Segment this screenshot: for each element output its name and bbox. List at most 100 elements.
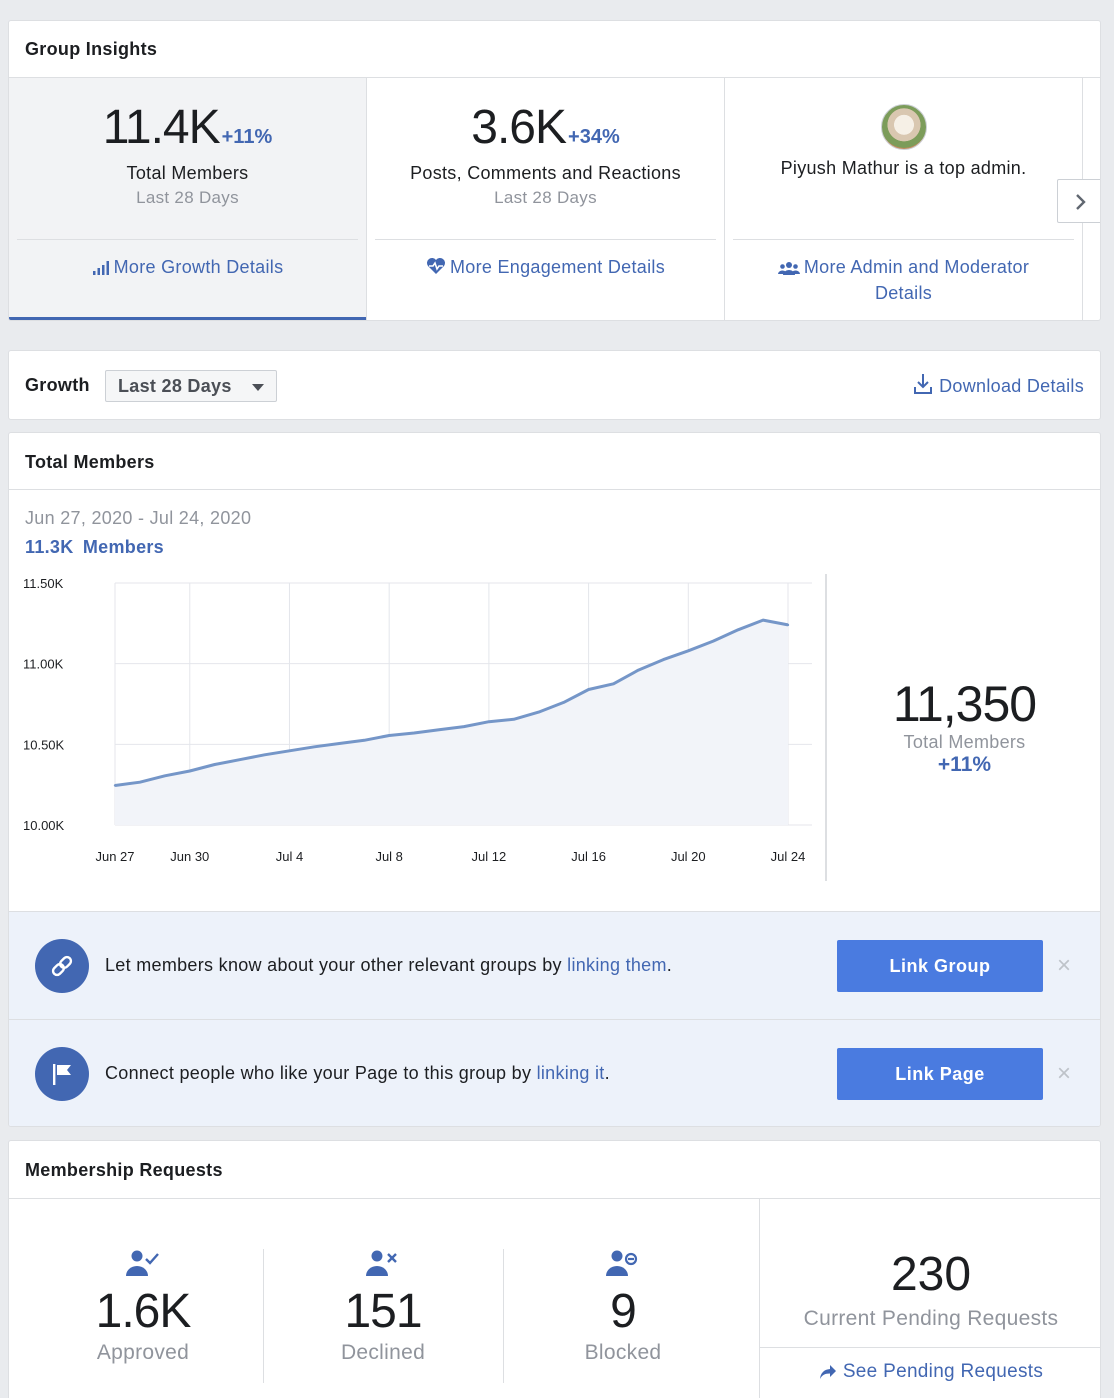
data-point	[363, 739, 366, 742]
link-page-text: Connect people who like your Page to thi…	[105, 1063, 610, 1084]
link-group-button[interactable]: Link Group	[837, 940, 1043, 992]
summary-label: Total Members	[903, 732, 1026, 752]
data-point	[138, 781, 142, 784]
y-tick-label: 11.50K	[23, 576, 64, 591]
admin-avatar	[880, 104, 927, 150]
data-point	[687, 649, 690, 652]
more-engagement-details-link[interactable]: More Engagement Details	[367, 254, 724, 280]
members-line-chart: 10.00K 10.50K 11.00K 11.50K Jun 27 Jun 30 Jul …	[23, 576, 812, 864]
data-point	[462, 725, 466, 728]
data-point	[263, 753, 266, 757]
x-tick-label: Jun 27	[95, 849, 134, 864]
requests-title: Membership Requests	[25, 1160, 223, 1180]
data-point	[637, 668, 640, 672]
x-tick-label: Jul 12	[472, 849, 507, 864]
data-point	[712, 639, 715, 643]
member-count-unit: Members	[82, 537, 164, 557]
data-point	[163, 774, 167, 777]
download-details-link[interactable]: Download Details	[913, 373, 1084, 397]
x-tick-label: Jul 20	[671, 849, 706, 864]
linking-them-link[interactable]: linking them	[567, 955, 667, 975]
flag-icon	[35, 1047, 89, 1101]
promo-suffix: .	[604, 1063, 610, 1083]
y-tick-label: 10.50K	[23, 737, 65, 752]
members-area	[115, 620, 788, 825]
person-check-icon	[126, 1250, 159, 1276]
total-members-title: Total Members	[25, 452, 155, 472]
link-page-promo: Connect people who like your Page to thi…	[9, 1019, 1100, 1126]
data-point	[562, 701, 565, 704]
see-pending-label: See Pending Requests	[842, 1361, 1044, 1382]
link-group-text: Let members know about your other releva…	[105, 955, 672, 976]
chevron-right-icon	[1076, 194, 1086, 210]
tile-divider	[375, 239, 716, 240]
close-icon[interactable]: ×	[1057, 952, 1072, 979]
data-point	[487, 720, 491, 723]
stat-divider	[263, 1249, 264, 1383]
summary-value: 11,350	[892, 676, 1037, 732]
person-blocked-icon	[606, 1250, 638, 1276]
growth-label: Growth	[25, 375, 90, 395]
y-tick-label: 11.00K	[23, 657, 64, 672]
tile-total-members[interactable]: 11.4K +11% Total Members Last 28 Days Mor…	[9, 78, 367, 320]
download-icon	[914, 374, 933, 394]
close-icon[interactable]: ×	[1057, 1060, 1072, 1087]
total-members-header: Total Members	[9, 433, 1100, 490]
data-point	[338, 742, 341, 745]
data-point	[238, 758, 241, 761]
tile-label: Posts, Comments and Reactions	[410, 163, 681, 183]
tile-engagement[interactable]: 3.6K +34% Posts, Comments and Reactions L…	[367, 78, 725, 320]
tile-label: Total Members	[126, 163, 249, 183]
tile-admins[interactable]: Piyush Mathur is a top admin. More Admin…	[725, 78, 1083, 320]
x-tick-label: Jun 30	[170, 849, 209, 864]
share-arrow-icon	[819, 1365, 836, 1379]
more-growth-details-link[interactable]: More Growth Details	[9, 254, 366, 280]
link-group-promo: Let members know about your other releva…	[9, 911, 1100, 1019]
period-dropdown[interactable]: Last 28 Days	[105, 370, 277, 402]
tile-divider	[17, 239, 358, 240]
more-growth-label: More Growth Details	[113, 257, 284, 277]
engagement-change: +34%	[568, 126, 620, 148]
stat-divider	[503, 1249, 504, 1383]
pending-label: Current Pending Requests	[803, 1307, 1059, 1330]
person-x-icon	[366, 1250, 397, 1276]
insights-title: Group Insights	[25, 39, 158, 59]
x-tick-label: Jul 8	[375, 849, 402, 864]
requests-header: Membership Requests	[9, 1141, 1100, 1199]
data-point	[736, 628, 740, 631]
x-tick-label: Jul 24	[771, 849, 806, 864]
group-insights-card: Group Insights 11.4K +11% Total Members L…	[8, 20, 1101, 321]
see-pending-requests-link[interactable]: See Pending Requests	[760, 1361, 1100, 1383]
heart-pulse-icon	[426, 258, 445, 274]
tile-value: 3.6K +34%	[367, 100, 724, 155]
data-point	[587, 688, 590, 691]
total-members-change: +11%	[221, 126, 273, 148]
data-point	[512, 718, 516, 721]
data-point	[437, 728, 441, 732]
data-point	[288, 749, 291, 752]
member-count-value: 11.3K	[25, 537, 74, 557]
linking-it-link[interactable]: linking it	[536, 1063, 605, 1083]
members-summary: 11,350 Total Members +11%	[827, 676, 1100, 777]
period-selected: Last 28 Days	[118, 376, 232, 396]
next-tiles-button[interactable]	[1057, 179, 1100, 223]
bar-chart-icon	[92, 261, 109, 275]
link-page-button[interactable]: Link Page	[837, 1048, 1043, 1100]
blocked-stat: 9 Blocked	[503, 1249, 743, 1383]
more-admin-details-link[interactable]: More Admin and Moderator Details	[725, 254, 1082, 306]
people-icon	[777, 262, 800, 275]
growth-toolbar: Growth Last 28 Days Download Details	[8, 350, 1101, 420]
members-series-line	[114, 618, 789, 787]
caret-down-icon	[252, 384, 264, 391]
tile-period: Last 28 Days	[136, 188, 239, 207]
pending-requests-panel: 230 Current Pending Requests See Pending…	[759, 1199, 1100, 1398]
data-point	[387, 734, 391, 737]
engagement-value: 3.6K	[471, 101, 567, 154]
chart-divider	[825, 574, 827, 881]
member-count: 11.3K Members	[25, 537, 164, 558]
data-point	[213, 763, 216, 766]
insights-header: Group Insights	[9, 21, 1100, 78]
tile-period: Last 28 Days	[494, 188, 597, 207]
declined-stat: 151 Declined	[263, 1249, 503, 1383]
declined-value: 151	[344, 1285, 422, 1338]
